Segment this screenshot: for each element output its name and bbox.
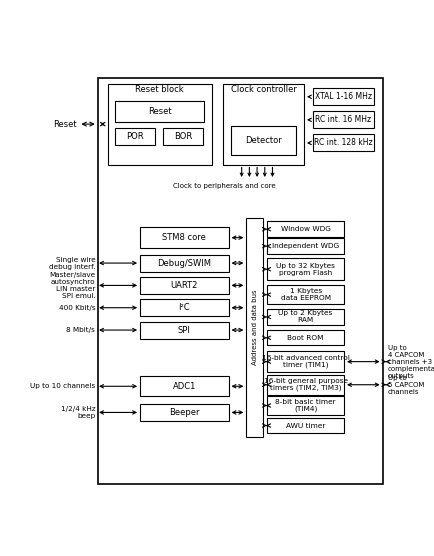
Text: RC int. 16 MHz: RC int. 16 MHz xyxy=(315,115,372,125)
Text: Single wire
debug interf.: Single wire debug interf. xyxy=(49,256,95,270)
Bar xyxy=(312,88,374,105)
Text: 16-bit general purpose
timers (TIM2, TIM3): 16-bit general purpose timers (TIM2, TIM… xyxy=(263,378,348,391)
Bar xyxy=(140,227,229,249)
Bar xyxy=(267,418,344,433)
Bar xyxy=(247,217,263,437)
Bar xyxy=(267,330,344,345)
Bar xyxy=(140,404,229,421)
Text: Clock to peripherals and core: Clock to peripherals and core xyxy=(174,183,276,189)
Text: UART2: UART2 xyxy=(171,281,198,290)
Bar xyxy=(267,309,344,325)
Bar xyxy=(140,376,229,396)
Bar xyxy=(98,78,383,484)
Bar xyxy=(267,351,344,373)
Text: Up to
5 CAPCOM
channels: Up to 5 CAPCOM channels xyxy=(388,375,424,395)
Text: Beeper: Beeper xyxy=(169,408,200,417)
Bar xyxy=(267,396,344,415)
Text: SPI: SPI xyxy=(178,326,191,335)
Text: 1 Kbytes
data EEPROM: 1 Kbytes data EEPROM xyxy=(280,288,331,301)
Bar xyxy=(267,285,344,304)
Bar xyxy=(231,126,296,155)
Text: 1/2/4 kHz
beep: 1/2/4 kHz beep xyxy=(61,406,95,419)
Text: Reset block: Reset block xyxy=(135,85,184,95)
Text: 400 Kbit/s: 400 Kbit/s xyxy=(59,305,95,311)
Bar xyxy=(163,128,203,145)
Text: 8-bit basic timer
(TIM4): 8-bit basic timer (TIM4) xyxy=(275,399,336,412)
Text: Up to 2 Kbytes
RAM: Up to 2 Kbytes RAM xyxy=(279,310,333,324)
Text: Clock controller: Clock controller xyxy=(231,85,296,95)
Bar xyxy=(140,299,229,316)
Text: Independent WDG: Independent WDG xyxy=(272,243,339,249)
Text: 8 Mbit/s: 8 Mbit/s xyxy=(66,327,95,333)
Text: POR: POR xyxy=(127,132,144,141)
Bar xyxy=(267,239,344,254)
Bar xyxy=(267,221,344,237)
Text: BOR: BOR xyxy=(174,132,192,141)
Text: I²C: I²C xyxy=(178,303,190,312)
Bar xyxy=(115,128,155,145)
Bar xyxy=(140,255,229,271)
Text: XTAL 1-16 MHz: XTAL 1-16 MHz xyxy=(315,92,372,101)
Bar xyxy=(312,111,374,128)
Text: 16-bit advanced control
timer (TIM1): 16-bit advanced control timer (TIM1) xyxy=(262,355,349,369)
Bar xyxy=(223,83,304,165)
Bar xyxy=(140,321,229,339)
Bar xyxy=(267,259,344,280)
Bar xyxy=(140,277,229,294)
Text: RC int. 128 kHz: RC int. 128 kHz xyxy=(314,138,373,147)
Text: Detector: Detector xyxy=(245,136,282,145)
Text: Address and data bus: Address and data bus xyxy=(252,290,258,365)
Bar xyxy=(267,375,344,395)
Text: Reset: Reset xyxy=(53,120,77,128)
Text: Window WDG: Window WDG xyxy=(281,226,331,232)
Bar xyxy=(108,83,212,165)
Text: Master/slave
autosynchro
LIN master
SPI emul.: Master/slave autosynchro LIN master SPI … xyxy=(49,272,95,299)
Bar xyxy=(312,135,374,151)
Text: Reset: Reset xyxy=(148,107,171,116)
Text: Up to 10 channels: Up to 10 channels xyxy=(30,383,95,389)
Text: Boot ROM: Boot ROM xyxy=(287,335,324,341)
Text: AWU timer: AWU timer xyxy=(286,423,325,429)
Bar xyxy=(115,101,204,122)
Text: Up to
4 CAPCOM
channels +3
complementary
outputs: Up to 4 CAPCOM channels +3 complementary… xyxy=(388,345,434,379)
Text: ADC1: ADC1 xyxy=(173,382,196,391)
Text: Up to 32 Kbytes
program Flash: Up to 32 Kbytes program Flash xyxy=(276,263,335,276)
Text: Debug/SWIM: Debug/SWIM xyxy=(157,259,211,267)
Text: STM8 core: STM8 core xyxy=(162,233,206,242)
